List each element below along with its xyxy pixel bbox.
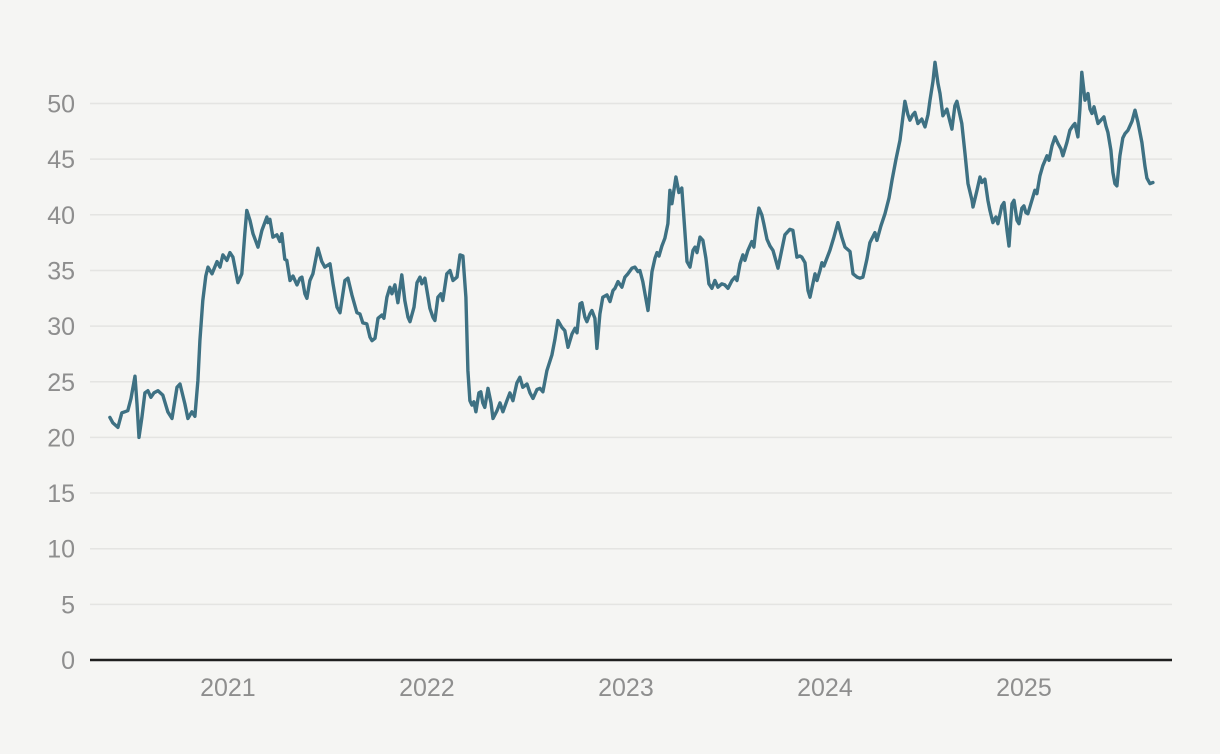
y-tick-label: 35 [47, 257, 75, 285]
x-tick-label: 2022 [399, 674, 455, 702]
y-tick-label: 5 [61, 591, 75, 619]
y-tick-label: 20 [47, 424, 75, 452]
y-axis-labels: 0 5 10 15 20 25 30 35 40 45 50 [47, 91, 75, 675]
gridlines [90, 102, 1172, 606]
series-line-price [108, 60, 1155, 440]
y-tick-label: 50 [47, 91, 75, 119]
x-tick-label: 2024 [797, 674, 853, 702]
y-tick-label: 10 [47, 536, 75, 564]
y-tick-label: 30 [47, 313, 75, 341]
y-tick-label: 25 [47, 369, 75, 397]
x-tick-label: 2021 [200, 674, 256, 702]
x-tick-label: 2023 [598, 674, 654, 702]
y-tick-label: 40 [47, 202, 75, 230]
x-axis-labels: 2021 2022 2023 2024 2025 [200, 674, 1052, 702]
y-tick-label: 15 [47, 480, 75, 508]
y-tick-label: 45 [47, 146, 75, 174]
x-tick-label: 2025 [996, 674, 1052, 702]
y-tick-label: 0 [61, 647, 75, 675]
